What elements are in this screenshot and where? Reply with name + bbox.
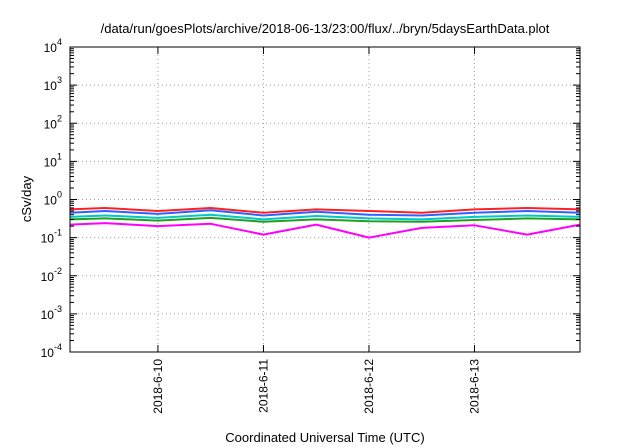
series-line-4 — [69, 216, 581, 223]
axis-ticks — [70, 46, 580, 353]
y-tick-label-base: 10 — [41, 232, 55, 246]
y-tick-label: 100 — [44, 190, 62, 208]
series-line-2 — [69, 209, 581, 217]
x-tick-label: 2018-6-12 — [362, 359, 376, 414]
y-tick-label: 10-2 — [41, 266, 62, 284]
y-tick-label-exponent: -3 — [54, 304, 62, 314]
x-tick-label: 2018-6-11 — [256, 359, 270, 413]
y-tick-label-base: 10 — [41, 270, 55, 284]
y-tick-label: 10-3 — [41, 304, 62, 322]
chart-title: /data/run/goesPlots/archive/2018-06-13/2… — [101, 21, 550, 36]
series-line-5 — [69, 222, 581, 239]
y-tick-label: 101 — [44, 151, 62, 169]
y-tick-label: 102 — [44, 113, 62, 131]
y-tick-label-exponent: 0 — [57, 190, 62, 200]
y-axis-label: cSv/day — [19, 175, 34, 222]
y-tick-label-base: 10 — [44, 79, 58, 93]
y-tick-label: 10-4 — [41, 342, 62, 360]
series-line-3 — [69, 213, 581, 221]
y-tick-label-exponent: 3 — [57, 75, 62, 85]
y-tick-label: 103 — [44, 75, 62, 93]
y-tick-label-base: 10 — [41, 346, 55, 360]
y-tick-label-exponent: 4 — [57, 37, 62, 47]
x-tick-label: 2018-6-10 — [151, 359, 165, 414]
y-tick-label-base: 10 — [44, 194, 58, 208]
y-tick-label: 10-1 — [41, 228, 62, 246]
y-tick-label-exponent: 2 — [57, 113, 62, 123]
y-tick-label-base: 10 — [41, 308, 55, 322]
x-tick-label: 2018-6-13 — [467, 359, 481, 414]
y-tick-label-base: 10 — [44, 155, 58, 169]
series-line-1 — [69, 207, 581, 214]
y-tick-label-exponent: -2 — [54, 266, 62, 276]
y-tick-label-base: 10 — [44, 41, 58, 55]
series-lines — [69, 207, 581, 239]
y-tick-label-base: 10 — [44, 117, 58, 131]
y-tick-label-exponent: 1 — [57, 151, 62, 161]
x-tick-labels: 2018-6-10 2018-6-11 2018-6-12 2018-6-13 — [151, 359, 482, 414]
grid-lines — [70, 47, 580, 352]
x-axis-label: Coordinated Universal Time (UTC) — [225, 430, 424, 445]
y-tick-label-exponent: -1 — [54, 228, 62, 238]
y-tick-label: 104 — [44, 37, 62, 55]
y-tick-label-exponent: -4 — [54, 342, 62, 352]
